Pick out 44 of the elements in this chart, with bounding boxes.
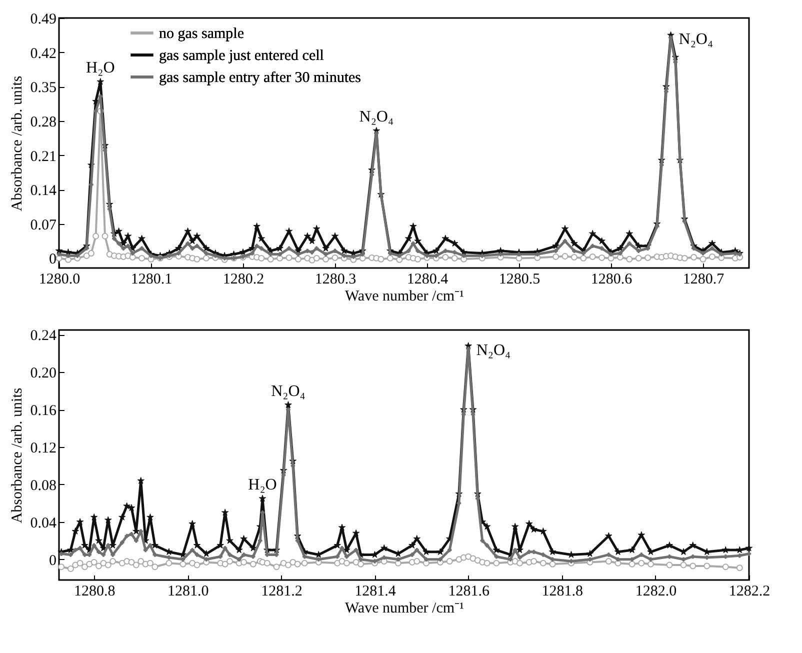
x-tick-label: 1280.4 xyxy=(406,272,449,288)
y-tick-label: 0.28 xyxy=(30,114,56,130)
x-tick-label: 1282.0 xyxy=(635,584,677,600)
annotation: N₂O₄ xyxy=(359,108,394,126)
y-tick-label: 0.35 xyxy=(30,80,56,96)
y-tick-label: 0 xyxy=(49,552,56,569)
annotation: H₂O xyxy=(86,60,115,77)
annotation: N₂O₄ xyxy=(476,342,512,359)
x-tick-label: 1280.2 xyxy=(222,272,264,288)
annotation: N₂O₄ xyxy=(678,31,714,48)
x-tick-label: 1281.0 xyxy=(168,584,209,600)
x-tick-label: 1280.5 xyxy=(498,272,540,288)
annotation: N₂O₄ xyxy=(271,382,306,400)
y-tick-label: 0.16 xyxy=(30,403,57,420)
x-tick-label: 1281.6 xyxy=(448,584,490,600)
y-tick-label: 0.08 xyxy=(30,478,56,494)
x-tick-label: 1280.6 xyxy=(590,272,633,288)
y-axis-title: Absorbance /arb. units xyxy=(9,76,26,212)
y-axis-title: Absorbance /arb. units xyxy=(9,388,26,524)
y-tick-label: 0.20 xyxy=(30,366,56,382)
x-tick-label: 1282.2 xyxy=(728,584,770,600)
annotation: H₂O xyxy=(248,476,277,494)
x-tick-label: 1280.1 xyxy=(130,272,172,288)
y-tick-label: 0.24 xyxy=(30,328,57,344)
y-tick-label: 0.04 xyxy=(30,515,57,532)
y-tick-label: 0.21 xyxy=(30,148,56,165)
x-tick-label: 1281.2 xyxy=(261,584,302,600)
x-tick-label: 1280.7 xyxy=(682,272,725,288)
x-axis-title: Wave number /cm⁻¹ xyxy=(344,288,464,304)
x-tick-label: 1280.0 xyxy=(38,272,80,288)
y-tick-label: 0.07 xyxy=(30,217,57,234)
y-tick-label: 0.12 xyxy=(30,440,56,457)
x-tick-label: 1281.4 xyxy=(354,584,396,600)
y-tick-label: 0.42 xyxy=(30,46,56,62)
y-tick-label: 0 xyxy=(49,252,56,268)
legend-label: gas sample entry after 30 minutes xyxy=(159,70,362,86)
x-tick-label: 1280.3 xyxy=(314,272,356,288)
x-tick-label: 1280.8 xyxy=(74,584,116,600)
y-tick-label: 0.49 xyxy=(30,12,56,28)
legend-label: gas sample just entered cell xyxy=(159,48,324,64)
y-tick-label: 0.14 xyxy=(30,183,57,200)
legend-label: no gas sample xyxy=(159,26,244,42)
x-axis-title: Wave number /cm⁻¹ xyxy=(344,600,464,616)
x-tick-label: 1281.8 xyxy=(542,584,584,600)
